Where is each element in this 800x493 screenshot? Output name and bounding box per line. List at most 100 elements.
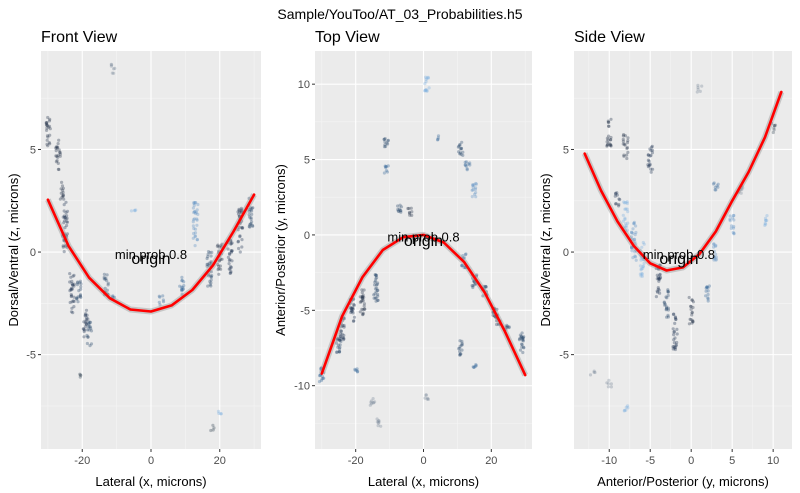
- tick-label-x: 0: [420, 455, 426, 467]
- data-point: [318, 374, 322, 378]
- data-point: [521, 350, 525, 355]
- data-point: [69, 310, 74, 314]
- data-point: [180, 279, 184, 283]
- data-point: [62, 221, 66, 225]
- data-point: [70, 282, 74, 286]
- data-point: [351, 311, 355, 315]
- tick-label-y: 10: [298, 79, 310, 91]
- data-point: [361, 308, 365, 312]
- data-point: [45, 138, 49, 142]
- data-point: [520, 336, 525, 340]
- data-point: [209, 274, 213, 278]
- data-point: [340, 332, 344, 336]
- data-point: [360, 299, 364, 303]
- data-point: [642, 242, 646, 246]
- data-point: [193, 210, 197, 214]
- data-point: [649, 153, 653, 157]
- data-point: [383, 140, 387, 144]
- data-point: [495, 307, 499, 311]
- data-point: [672, 330, 676, 334]
- data-point: [109, 64, 113, 68]
- data-point: [626, 406, 630, 410]
- data-point: [340, 336, 344, 340]
- data-point: [625, 228, 630, 232]
- data-point: [654, 295, 659, 299]
- data-point: [460, 140, 464, 144]
- data-point: [191, 220, 195, 224]
- data-point: [112, 295, 117, 299]
- data-point: [45, 128, 49, 132]
- data-point: [520, 343, 524, 347]
- data-point: [229, 250, 233, 254]
- data-point: [84, 318, 88, 322]
- data-point: [630, 245, 634, 249]
- data-point: [219, 257, 223, 261]
- data-point: [505, 325, 509, 329]
- data-point: [771, 130, 775, 135]
- data-point: [646, 158, 651, 162]
- data-point: [83, 313, 87, 317]
- data-point: [664, 295, 668, 299]
- data-point: [605, 140, 609, 144]
- data-point: [352, 303, 356, 307]
- data-point: [398, 209, 403, 213]
- data-point: [191, 236, 195, 240]
- data-point: [705, 285, 709, 289]
- data-point: [228, 252, 232, 256]
- data-point: [623, 216, 627, 220]
- data-point: [211, 428, 215, 432]
- data-point: [181, 288, 185, 292]
- data-point: [210, 274, 214, 278]
- data-point: [373, 287, 378, 291]
- data-point: [236, 210, 240, 214]
- data-point: [62, 219, 67, 223]
- tick-label-y: 5: [30, 144, 36, 156]
- y-axis-label: Dorsal/Ventral (z, microns): [538, 173, 553, 326]
- data-point: [461, 150, 465, 154]
- data-point: [376, 294, 380, 298]
- data-point: [484, 285, 488, 289]
- data-point: [338, 338, 342, 342]
- data-point: [690, 313, 694, 317]
- data-point: [622, 409, 626, 413]
- data-point: [206, 262, 210, 266]
- data-point: [361, 293, 365, 297]
- data-point: [209, 281, 213, 285]
- data-point: [521, 338, 525, 342]
- data-point: [85, 328, 89, 332]
- data-point: [673, 346, 677, 350]
- data-point: [712, 249, 717, 254]
- data-point: [624, 222, 628, 226]
- tick-label-y: 0: [304, 230, 310, 242]
- data-point: [206, 284, 210, 288]
- data-point: [625, 146, 630, 150]
- data-point: [195, 238, 199, 242]
- data-point: [427, 86, 431, 90]
- data-point: [229, 239, 233, 243]
- data-point: [350, 309, 354, 313]
- min-prob-label: min prob 0.8: [115, 247, 187, 262]
- data-point: [773, 123, 778, 127]
- data-point: [375, 420, 379, 424]
- data-point: [375, 286, 379, 290]
- data-point: [613, 194, 617, 198]
- data-point: [58, 154, 62, 158]
- data-point: [641, 265, 645, 269]
- data-point: [112, 71, 116, 75]
- data-point: [728, 219, 732, 223]
- data-point: [634, 258, 638, 262]
- data-point: [193, 227, 198, 231]
- data-point: [374, 273, 378, 277]
- data-point: [728, 214, 732, 218]
- data-point: [624, 207, 628, 211]
- data-point: [491, 313, 495, 317]
- data-point: [374, 273, 378, 277]
- data-point: [180, 278, 184, 282]
- data-point: [621, 142, 625, 146]
- data-point: [424, 393, 428, 397]
- data-point: [239, 210, 244, 214]
- data-point: [472, 365, 476, 369]
- data-point: [463, 163, 467, 167]
- data-point: [384, 144, 388, 149]
- data-point: [463, 253, 468, 257]
